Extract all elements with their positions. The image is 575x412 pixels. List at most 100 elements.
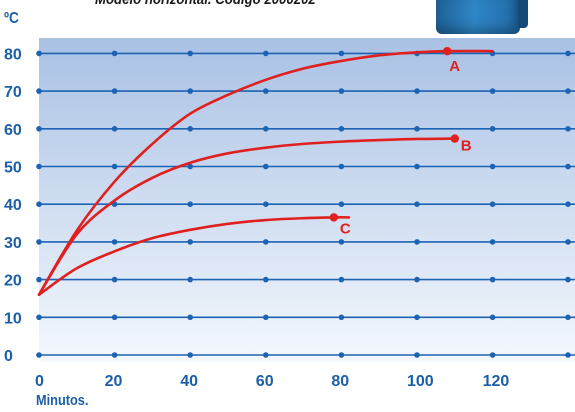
- grid-dot: [565, 352, 571, 358]
- grid-dot: [565, 126, 571, 132]
- y-tick-label: 50: [4, 160, 22, 177]
- series-marker-b: [450, 134, 459, 143]
- y-tick-label: 60: [4, 122, 22, 139]
- grid-dot: [111, 314, 118, 321]
- grid-dot: [565, 50, 571, 57]
- grid-dot: [414, 314, 420, 321]
- grid-dot: [489, 276, 496, 283]
- grid-dot: [414, 163, 420, 170]
- grid-dot: [263, 239, 269, 245]
- y-tick-label: 70: [4, 84, 22, 101]
- grid-dot: [565, 163, 571, 170]
- series-line-a: [37, 49, 494, 296]
- grid-dot: [414, 352, 420, 358]
- grid-dot: [36, 239, 42, 245]
- grid-dot: [414, 276, 420, 283]
- y-tick-label: 20: [4, 273, 22, 290]
- product-image: [436, 0, 528, 34]
- series-line-b: [37, 137, 457, 296]
- grid-dot: [263, 352, 269, 358]
- grid-dot: [111, 126, 118, 132]
- grid-dot: [565, 276, 571, 283]
- grid-dot: [565, 239, 571, 245]
- grid-dot: [36, 163, 42, 170]
- x-tick-label: 80: [331, 373, 349, 390]
- grid-dot: [263, 276, 269, 283]
- grid-dot: [187, 50, 193, 57]
- y-axis-label: ºC: [4, 10, 19, 27]
- x-tick-label: 0: [35, 373, 44, 390]
- grid-dot: [565, 201, 571, 207]
- x-tick-label: 40: [180, 373, 198, 390]
- grid-dot: [565, 314, 571, 321]
- grid-dot: [187, 126, 193, 132]
- grid-dot: [36, 50, 42, 57]
- grid-dot: [338, 163, 345, 170]
- grid-dot: [187, 352, 193, 358]
- grid-dot: [263, 314, 269, 321]
- series-line-c: [37, 216, 351, 296]
- tick-labels: 0 10 20 30 40 50 60 70 80 0 20 40 60 80 100 120: [4, 46, 509, 390]
- grid-dot: [187, 314, 193, 321]
- x-tick-label: 20: [105, 373, 123, 390]
- grid-dot: [263, 126, 269, 132]
- grid-dot: [489, 201, 496, 207]
- series-label-b: B: [461, 138, 472, 155]
- grid-dot: [414, 239, 420, 245]
- grid-dot: [263, 88, 269, 94]
- grid-dot: [338, 88, 345, 94]
- y-tick-label: 40: [4, 197, 22, 214]
- grid-dot: [36, 352, 42, 358]
- grid-dot: [36, 276, 42, 283]
- grid-dot: [111, 88, 118, 94]
- grid-dot: [338, 50, 345, 57]
- grid-dot: [414, 126, 420, 132]
- series-marker-a: [443, 46, 452, 56]
- grid-dot: [489, 163, 496, 170]
- y-tick-label: 80: [4, 46, 22, 63]
- grid-dot: [187, 276, 193, 283]
- grid-dot: [111, 50, 118, 57]
- series-label-a: A: [449, 58, 460, 75]
- series-label-c: C: [340, 220, 351, 237]
- grid-dot: [36, 201, 42, 207]
- grid-dot: [111, 276, 118, 283]
- series-marker-c: [329, 213, 339, 222]
- grid-dot: [338, 201, 345, 207]
- y-tick-label: 10: [4, 310, 22, 327]
- grid-dot: [111, 352, 118, 358]
- grid-dot: [187, 88, 193, 94]
- grid-dot: [36, 88, 42, 94]
- grid-dot: [338, 239, 345, 245]
- grid-dot: [414, 88, 420, 94]
- plot-background: [39, 38, 575, 362]
- grid-dot: [338, 276, 345, 283]
- grid-dot: [338, 314, 345, 321]
- grid-dot: [36, 314, 42, 321]
- grid-dot: [489, 314, 496, 321]
- grid-dot: [263, 163, 269, 170]
- grid-dot: [187, 239, 193, 245]
- y-tick-label: 0: [4, 348, 13, 365]
- grid-dot: [36, 126, 42, 132]
- grid-dot: [338, 126, 345, 132]
- grid-dot: [489, 352, 496, 358]
- grid-dot: [263, 201, 269, 207]
- series-lines: A B C: [37, 46, 494, 296]
- y-tick-label: 30: [4, 235, 22, 252]
- grid-dot: [414, 201, 420, 207]
- chart-caption: Modelo horizontal. Código 2000202: [95, 0, 385, 8]
- grid-dot: [263, 50, 269, 57]
- x-tick-label: 60: [256, 373, 274, 390]
- grid-dot: [187, 201, 193, 207]
- grid-lines: [36, 50, 575, 358]
- grid-dot: [489, 88, 496, 94]
- grid-dot: [111, 239, 118, 245]
- grid-dot: [338, 352, 345, 358]
- x-tick-label: 100: [407, 373, 434, 390]
- grid-dot: [565, 88, 571, 94]
- grid-dot: [489, 239, 496, 245]
- grid-dot: [111, 163, 118, 170]
- grid-dot: [187, 163, 193, 170]
- x-axis-label: Minutos.: [36, 392, 89, 409]
